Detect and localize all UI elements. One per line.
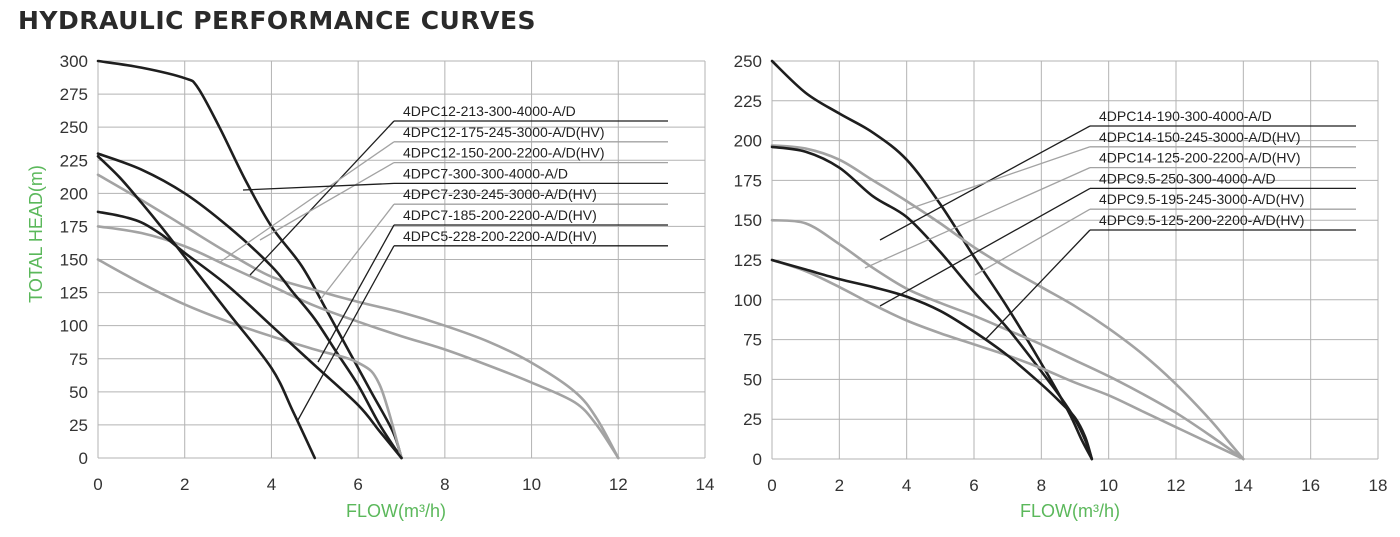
left-y-tick-label: 100 bbox=[60, 317, 88, 336]
right-y-tick-label: 150 bbox=[734, 211, 762, 230]
left-x-tick-label: 10 bbox=[522, 475, 541, 494]
left-x-tick-label: 12 bbox=[609, 475, 628, 494]
right-y-tick-label: 25 bbox=[743, 410, 762, 429]
left-x-tick-label: 6 bbox=[353, 475, 362, 494]
right-x-tick-label: 0 bbox=[767, 476, 776, 495]
left-legend-leader-4 bbox=[242, 182, 395, 191]
page-title: HYDRAULIC PERFORMANCE CURVES bbox=[18, 6, 537, 35]
left-legend-leader-2 bbox=[219, 141, 395, 263]
left-legend-leader-7 bbox=[297, 245, 395, 421]
left-x-tick-label: 4 bbox=[267, 475, 276, 494]
chart-right: 0 2 4 6 8 10 12 14 16 18 0 25 50 75 100 125 150 175 200 225… bbox=[734, 52, 1388, 521]
right-x-tick-label: 12 bbox=[1167, 476, 1186, 495]
left-legend-leader-3 bbox=[259, 162, 395, 241]
right-x-tick-label: 10 bbox=[1099, 476, 1118, 495]
left-y-tick-label: 25 bbox=[69, 416, 88, 435]
left-series-curve-5 bbox=[96, 258, 403, 460]
left-x-tick-label: 2 bbox=[180, 475, 189, 494]
right-legend-label-4: 4DPC9.5-250-300-4000-A/D bbox=[1099, 170, 1276, 186]
left-y-tick-label: 0 bbox=[79, 449, 88, 468]
left-y-tick-label: 250 bbox=[60, 118, 88, 137]
right-legend-label-6: 4DPC9.5-125-200-2200-A/D(HV) bbox=[1099, 212, 1304, 228]
left-legend-label-3: 4DPC12-150-200-2200-A/D(HV) bbox=[403, 145, 605, 161]
left-series-curve-3 bbox=[96, 225, 620, 460]
left-y-tick-label: 50 bbox=[69, 383, 88, 402]
left-legend-label-5: 4DPC7-230-245-3000-A/D(HV) bbox=[403, 186, 597, 202]
left-series-curve-6 bbox=[96, 210, 403, 460]
left-x-tick-label: 14 bbox=[696, 475, 715, 494]
right-series-curve-6 bbox=[770, 258, 1094, 461]
left-y-tick-label: 125 bbox=[60, 284, 88, 303]
right-legend-leader-4 bbox=[879, 187, 1091, 307]
left-legend-label-7: 4DPC5-228-200-2200-A/D(HV) bbox=[403, 228, 597, 244]
left-legend-label-1: 4DPC12-213-300-4000-A/D bbox=[403, 103, 576, 119]
right-x-tick-label: 16 bbox=[1301, 476, 1320, 495]
right-series-curve-1 bbox=[770, 59, 1094, 461]
left-series-curve-2 bbox=[96, 173, 620, 460]
right-y-tick-label: 50 bbox=[743, 370, 762, 389]
left-legend: 4DPC12-213-300-4000-A/D 4DPC12-175-245-30… bbox=[219, 103, 668, 421]
left-x-tick-label: 8 bbox=[440, 475, 449, 494]
left-grid bbox=[97, 60, 706, 459]
right-y-tick-label: 125 bbox=[734, 251, 762, 270]
left-legend-label-2: 4DPC12-175-245-3000-A/D(HV) bbox=[403, 124, 605, 140]
right-series-curve-5 bbox=[770, 258, 1245, 461]
right-x-tick-label: 2 bbox=[835, 476, 844, 495]
right-y-tick-label: 200 bbox=[734, 132, 762, 151]
right-y-tick-label: 100 bbox=[734, 291, 762, 310]
right-x-tick-label: 8 bbox=[1037, 476, 1046, 495]
right-legend-label-3: 4DPC14-125-200-2200-A/D(HV) bbox=[1099, 150, 1301, 166]
right-legend-leader-6 bbox=[984, 229, 1091, 341]
left-series-curve-7 bbox=[96, 154, 317, 460]
left-legend-leader-5 bbox=[319, 203, 395, 301]
right-x-tick-label: 18 bbox=[1369, 476, 1388, 495]
left-series-curve-4 bbox=[96, 152, 403, 460]
right-legend: 4DPC14-190-300-4000-A/D 4DPC14-150-245-30… bbox=[864, 108, 1356, 341]
right-legend-leader-5 bbox=[974, 208, 1091, 276]
right-grid bbox=[771, 60, 1379, 460]
left-y-tick-label: 300 bbox=[60, 52, 88, 71]
left-legend-leader-1 bbox=[249, 120, 395, 276]
right-legend-label-1: 4DPC14-190-300-4000-A/D bbox=[1099, 108, 1272, 124]
left-legend-label-4: 4DPC7-300-300-4000-A/D bbox=[403, 165, 568, 181]
left-x-axis-label: FLOW(m³/h) bbox=[346, 501, 446, 521]
right-y-tick-label: 225 bbox=[734, 92, 762, 111]
left-legend-label-6: 4DPC7-185-200-2200-A/D(HV) bbox=[403, 207, 597, 223]
right-legend-label-5: 4DPC9.5-195-245-3000-A/D(HV) bbox=[1099, 191, 1304, 207]
right-legend-leader-3 bbox=[864, 167, 1091, 269]
right-x-tick-label: 14 bbox=[1234, 476, 1253, 495]
left-y-tick-label: 225 bbox=[60, 151, 88, 170]
left-x-tick-label: 0 bbox=[93, 475, 102, 494]
left-y-tick-label: 275 bbox=[60, 85, 88, 104]
right-series-curve-2 bbox=[770, 144, 1245, 461]
right-x-axis-label: FLOW(m³/h) bbox=[1020, 501, 1120, 521]
right-y-tick-label: 250 bbox=[734, 52, 762, 71]
right-legend-leader-2 bbox=[905, 146, 1091, 211]
right-y-tick-label: 175 bbox=[734, 171, 762, 190]
left-y-axis-label: TOTAL HEAD(m) bbox=[26, 165, 46, 303]
left-y-tick-label: 75 bbox=[69, 350, 88, 369]
right-x-tick-label: 4 bbox=[902, 476, 911, 495]
right-legend-label-2: 4DPC14-150-245-3000-A/D(HV) bbox=[1099, 129, 1301, 145]
right-y-tick-label: 0 bbox=[753, 450, 762, 469]
left-y-tick-label: 150 bbox=[60, 251, 88, 270]
right-y-tick-label: 75 bbox=[743, 331, 762, 350]
left-y-tick-label: 200 bbox=[60, 184, 88, 203]
left-y-tick-label: 175 bbox=[60, 217, 88, 236]
chart-left: 0 2 4 6 8 10 12 14 0 25 50 75 100 125 150 175 200 225 250 2… bbox=[26, 52, 714, 521]
left-legend-leader-6 bbox=[317, 224, 395, 363]
right-x-tick-label: 6 bbox=[969, 476, 978, 495]
